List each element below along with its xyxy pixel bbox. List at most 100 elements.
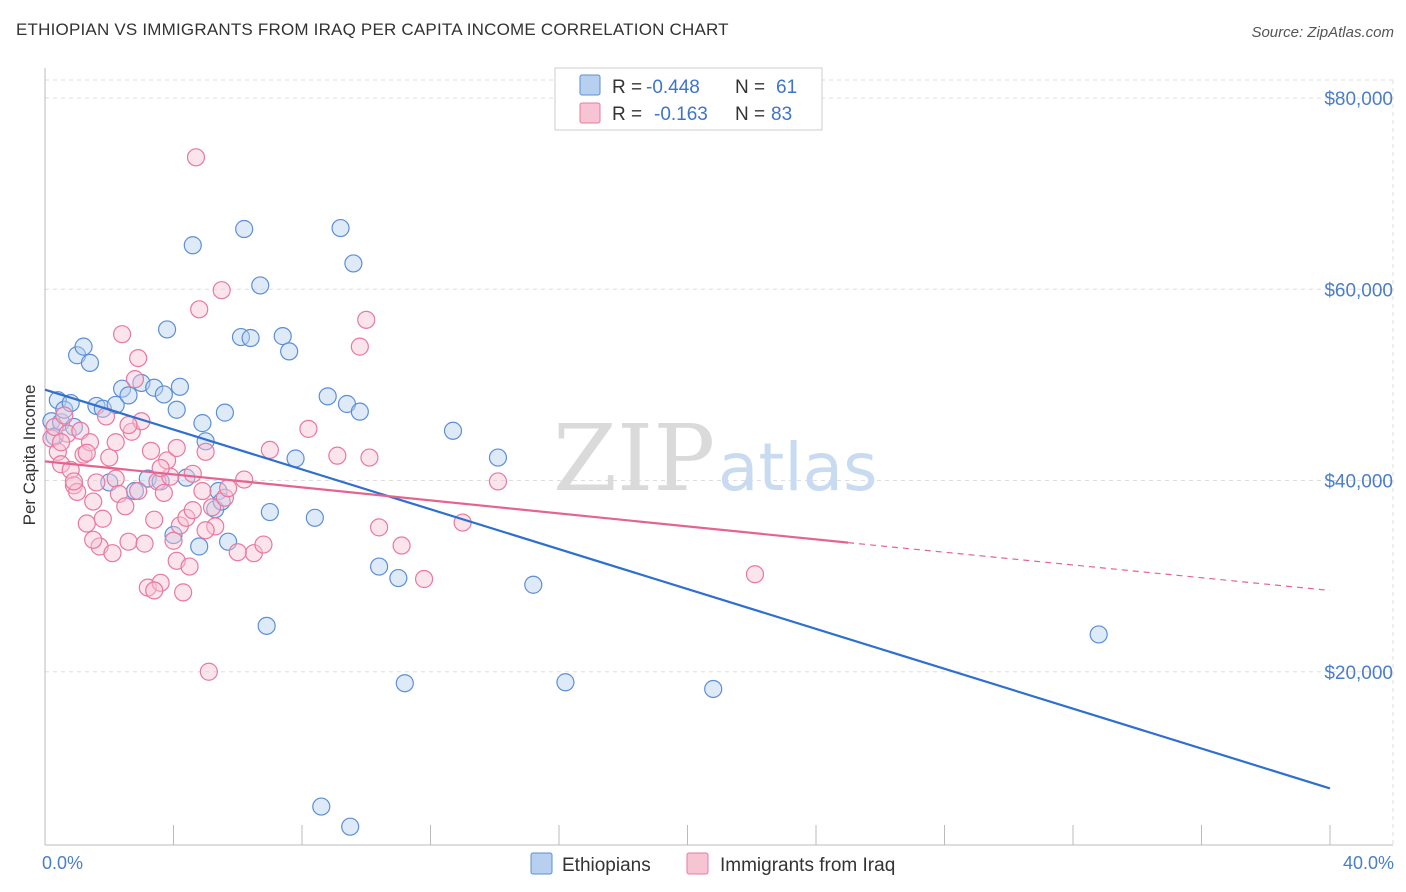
data-point-ethiopians-60 xyxy=(312,797,331,816)
data-point-ethiopians-56 xyxy=(524,575,543,594)
data-point-ethiopians-54 xyxy=(443,421,463,440)
data-point-iraq-29 xyxy=(135,534,154,553)
data-points xyxy=(42,148,1108,836)
data-point-ethiopians-23 xyxy=(164,525,183,545)
data-point-iraq-45 xyxy=(186,148,206,167)
data-point-iraq-44 xyxy=(183,464,202,483)
legend-swatch-ethiopians xyxy=(579,74,601,96)
data-point-iraq-24 xyxy=(119,532,138,551)
trend-line-iraq-extension xyxy=(848,542,1331,592)
data-point-iraq-18 xyxy=(100,448,119,467)
data-point-iraq-50 xyxy=(202,498,222,517)
legend-bottom-swatch-ethiopians xyxy=(530,852,553,875)
legend-r-label-ethiopians: R = xyxy=(612,77,642,98)
data-point-ethiopians-40 xyxy=(257,616,276,635)
data-point-ethiopians-28 xyxy=(190,537,209,556)
data-point-iraq-32 xyxy=(145,510,164,529)
legend-n-value-iraq: 83 xyxy=(771,104,792,125)
data-point-iraq-35 xyxy=(154,483,173,503)
data-point-iraq-64 xyxy=(370,518,389,537)
data-point-ethiopians-59 xyxy=(1089,625,1108,644)
data-point-ethiopians-55 xyxy=(488,448,508,467)
data-point-ethiopians-49 xyxy=(344,254,363,273)
data-point-iraq-16 xyxy=(93,509,112,528)
data-point-iraq-75 xyxy=(64,472,84,491)
data-point-iraq-19 xyxy=(103,544,122,563)
data-point-ethiopians-51 xyxy=(370,557,389,576)
data-point-ethiopians-39 xyxy=(251,276,270,295)
data-point-iraq-58 xyxy=(260,440,279,459)
data-point-ethiopians-61 xyxy=(341,817,360,836)
data-point-iraq-51 xyxy=(206,517,225,536)
data-point-iraq-14 xyxy=(87,473,106,492)
data-point-iraq-62 xyxy=(357,310,376,329)
legend-bottom-swatch-iraq xyxy=(686,852,709,875)
chart-source: Source: ZipAtlas.com xyxy=(1251,24,1394,41)
trend-line-iraq xyxy=(44,460,849,544)
series-legend: Ethiopians Immigrants from Iraq xyxy=(530,852,895,876)
data-point-iraq-23 xyxy=(116,497,135,516)
data-point-ethiopians-46 xyxy=(318,387,337,406)
legend-r-value-iraq: -0.163 xyxy=(654,104,708,125)
watermark-zip: ZIP xyxy=(553,405,715,512)
data-point-iraq-43 xyxy=(180,557,199,576)
data-point-iraq-81 xyxy=(51,433,71,452)
data-point-ethiopians-29 xyxy=(193,414,212,433)
data-point-iraq-66 xyxy=(414,569,434,589)
data-point-iraq-13 xyxy=(84,492,103,511)
data-point-iraq-73 xyxy=(183,501,202,520)
data-point-ethiopians-43 xyxy=(280,342,299,361)
data-point-iraq-70 xyxy=(106,433,125,452)
data-point-ethiopians-21 xyxy=(154,385,173,404)
data-point-iraq-26 xyxy=(125,370,145,389)
data-point-iraq-41 xyxy=(174,583,193,602)
data-point-ethiopians-8 xyxy=(74,337,93,356)
data-point-ethiopians-4 xyxy=(55,400,74,419)
trend-line-ethiopians xyxy=(44,388,1331,790)
data-point-iraq-72 xyxy=(77,443,96,462)
x-tick-label-max: 40.0% xyxy=(1343,853,1394,873)
data-point-iraq-79 xyxy=(84,530,103,549)
data-point-ethiopians-36 xyxy=(231,327,251,347)
data-point-ethiopians-38 xyxy=(241,328,260,348)
y-tick-label-60000: $60,000 xyxy=(1324,280,1393,301)
data-point-ethiopians-15 xyxy=(119,386,138,405)
data-point-iraq-46 xyxy=(190,300,209,319)
legend-r-value-ethiopians: -0.448 xyxy=(646,77,700,98)
data-point-ethiopians-42 xyxy=(273,327,292,346)
data-point-ethiopians-50 xyxy=(350,402,369,421)
y-tick-label-20000: $20,000 xyxy=(1324,663,1393,684)
correlation-legend: R = -0.448 N = 61 R = -0.163 N = 83 xyxy=(554,67,823,131)
legend-swatch-iraq xyxy=(579,102,601,124)
data-point-iraq-54 xyxy=(219,479,238,498)
data-point-iraq-31 xyxy=(141,441,161,460)
data-point-iraq-22 xyxy=(112,325,132,344)
data-point-iraq-8 xyxy=(68,482,87,502)
y-tick-label-40000: $40,000 xyxy=(1324,472,1393,493)
x-tick-label-min: 0.0% xyxy=(42,853,83,873)
data-point-iraq-76 xyxy=(196,521,215,540)
data-point-iraq-65 xyxy=(392,536,411,555)
data-point-ethiopians-52 xyxy=(389,568,408,588)
data-point-iraq-74 xyxy=(129,481,148,501)
data-point-ethiopians-58 xyxy=(704,679,723,699)
data-point-iraq-27 xyxy=(129,349,148,368)
legend-bottom-label-ethiopians: Ethiopians xyxy=(562,855,651,876)
data-point-iraq-63 xyxy=(360,448,379,467)
data-point-ethiopians-25 xyxy=(170,377,190,396)
data-point-iraq-53 xyxy=(215,488,234,507)
data-point-ethiopians-57 xyxy=(556,673,575,692)
y-axis-title: Per Capita Income xyxy=(20,385,39,526)
data-point-iraq-60 xyxy=(328,446,347,465)
data-point-iraq-61 xyxy=(350,337,369,356)
data-point-iraq-69 xyxy=(745,565,765,584)
data-point-ethiopians-34 xyxy=(215,403,234,422)
data-point-iraq-48 xyxy=(196,442,215,461)
watermark-atlas: atlas xyxy=(718,429,878,506)
data-point-ethiopians-37 xyxy=(235,219,254,239)
data-point-ethiopians-27 xyxy=(183,236,202,255)
legend-n-label-iraq: N = xyxy=(735,104,765,125)
data-point-iraq-6 xyxy=(61,460,80,480)
legend-r-label-iraq: R = xyxy=(612,104,642,125)
